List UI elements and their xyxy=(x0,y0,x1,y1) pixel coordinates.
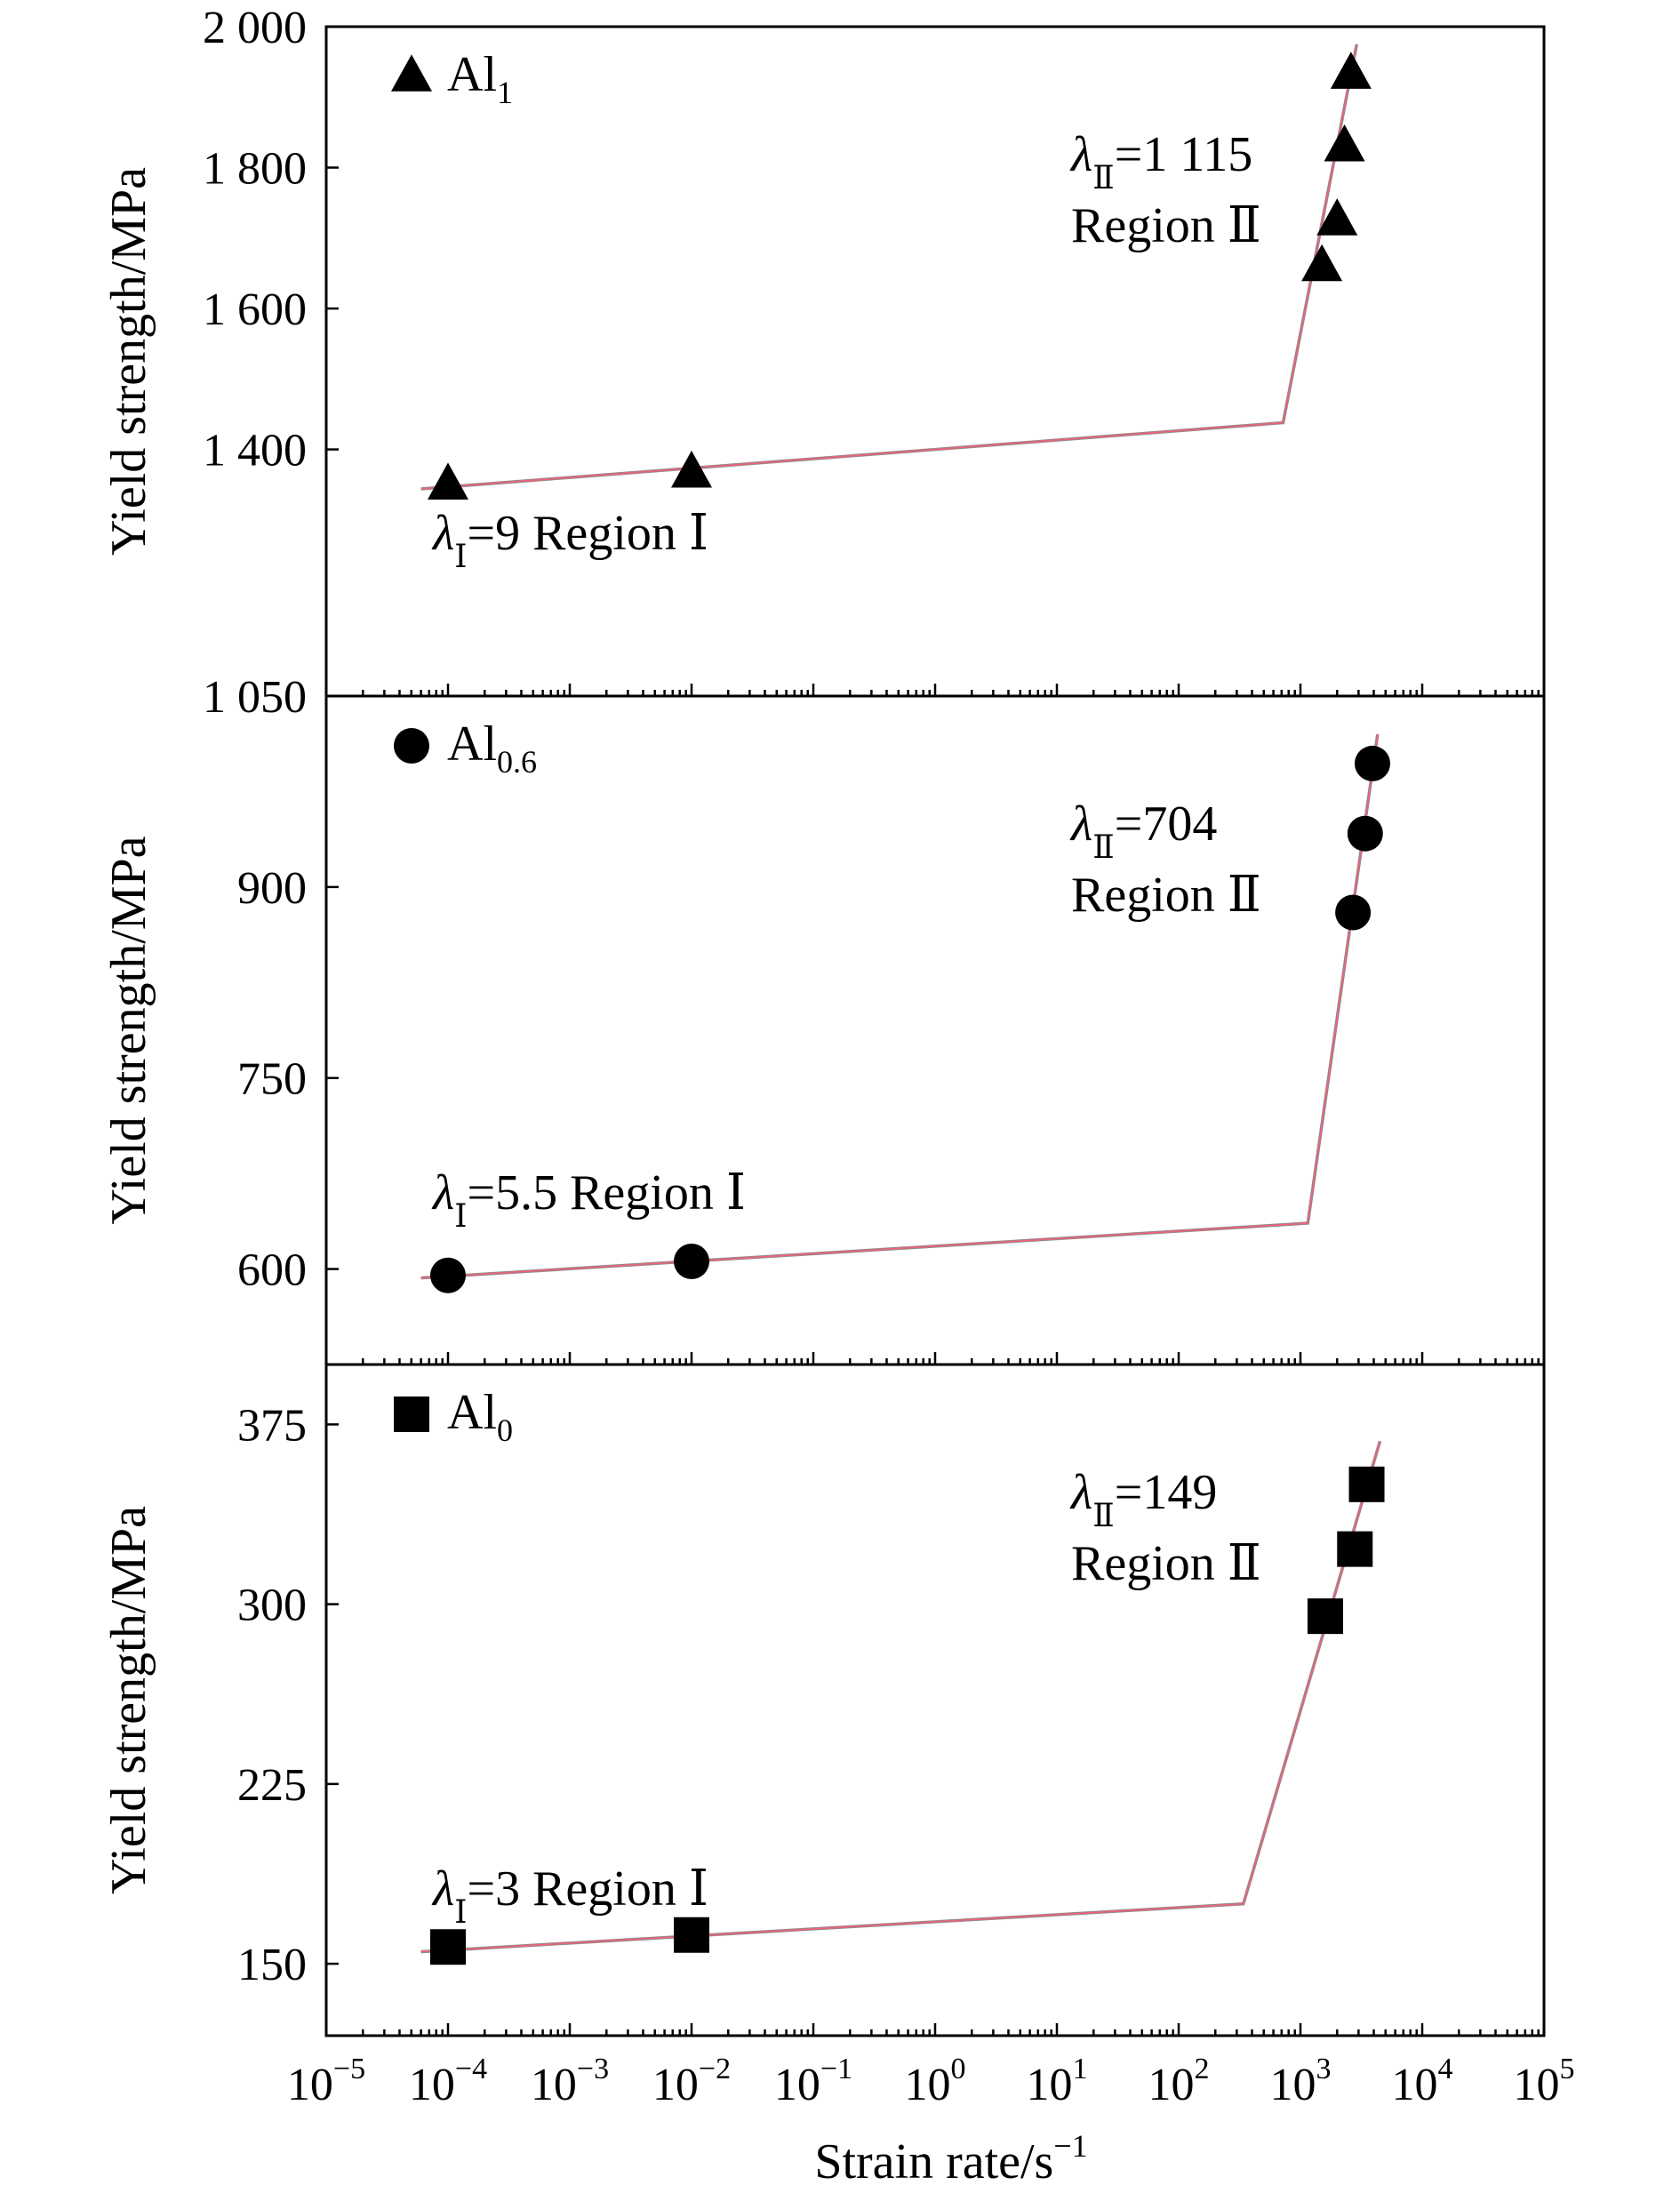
data-point xyxy=(1316,198,1358,236)
y-tick-label: 150 xyxy=(237,1940,307,1990)
y-tick-label: 300 xyxy=(237,1581,307,1631)
data-point xyxy=(1307,1598,1343,1635)
x-tick-label: 100 xyxy=(905,2053,966,2110)
y-tick-label: 600 xyxy=(237,1245,307,1296)
y-axis-label: Yield strength/MPa xyxy=(101,167,156,556)
y-tick-label: 2 000 xyxy=(203,3,307,53)
data-point xyxy=(1301,244,1343,282)
data-point xyxy=(430,1257,466,1293)
x-axis: 10−5 10−4 10−3 10−2 10−1 100 101 102 103 104 105 xyxy=(287,2053,1575,2110)
panel-1: 1 050 1 400 1 600 1 800 2 000 Yield strength/… xyxy=(101,3,1546,723)
panel-2: 600 750 900 Yield strength/MPa Al0.6 λⅠ=5.5 R… xyxy=(101,694,1546,1366)
chart-panels: 1 050 1 400 1 600 1 800 2 000 Yield strength/… xyxy=(101,3,1546,2037)
x-tick-label: 10−3 xyxy=(531,2053,609,2110)
y-axis-label: Yield strength/MPa xyxy=(101,836,156,1224)
region1-annotation: λⅠ=9 Region Ⅰ xyxy=(431,506,708,574)
y-tick-label: 375 xyxy=(237,1400,307,1451)
y-tick-label: 1 600 xyxy=(203,284,307,335)
data-point xyxy=(1347,815,1383,852)
panel-3: 150 225 300 375 Yield strength/MPa Al0 λⅠ=3 Re… xyxy=(101,1363,1546,2037)
x-tick-label: 10−1 xyxy=(774,2053,852,2110)
data-point xyxy=(1348,1466,1385,1502)
legend-marker xyxy=(394,728,429,764)
legend-label: Al0.6 xyxy=(447,716,537,780)
y-tick-label: 1 050 xyxy=(203,672,307,723)
panel-frame xyxy=(324,25,1546,698)
panel-frame xyxy=(324,1363,1546,2037)
fit-line-highlight xyxy=(420,44,1358,490)
data-point xyxy=(674,1243,709,1279)
data-point xyxy=(1324,124,1365,162)
data-point xyxy=(674,1917,709,1953)
legend-marker xyxy=(391,54,432,92)
data-point xyxy=(430,1929,466,1965)
x-tick-label: 104 xyxy=(1392,2053,1453,2110)
data-point xyxy=(1330,52,1372,89)
data-point xyxy=(1335,894,1372,931)
x-tick-label: 105 xyxy=(1514,2053,1575,2110)
region2-annotation: λⅡ=1 115 xyxy=(1069,127,1252,196)
x-tick-label: 102 xyxy=(1148,2053,1210,2110)
region1-annotation: λⅠ=5.5 Region Ⅰ xyxy=(431,1165,746,1234)
y-tick-label: 1 400 xyxy=(203,426,307,476)
x-tick-label: 10−2 xyxy=(652,2053,731,2110)
legend-label: Al0 xyxy=(447,1385,513,1448)
region2-annotation-line2: Region Ⅱ xyxy=(1071,868,1261,923)
fit-line xyxy=(420,44,1359,491)
x-tick-label: 103 xyxy=(1270,2053,1332,2110)
x-tick-label: 101 xyxy=(1027,2053,1088,2110)
legend-marker xyxy=(394,1397,429,1432)
x-tick-label: 10−4 xyxy=(409,2053,487,2110)
region1-annotation: λⅠ=3 Region Ⅰ xyxy=(431,1861,708,1930)
x-tick-label: 10−5 xyxy=(287,2053,365,2110)
y-tick-label: 750 xyxy=(237,1054,307,1105)
data-point xyxy=(1337,1531,1373,1567)
y-axis-label: Yield strength/MPa xyxy=(101,1506,156,1894)
y-tick-label: 1 800 xyxy=(203,144,307,195)
data-point xyxy=(1354,745,1390,781)
data-point xyxy=(671,450,712,488)
legend-label: Al1 xyxy=(447,47,513,110)
y-tick-label: 900 xyxy=(237,863,307,914)
region2-annotation: λⅡ=149 xyxy=(1069,1465,1217,1533)
data-point xyxy=(428,462,468,500)
region2-annotation: λⅡ=704 xyxy=(1069,796,1217,865)
y-tick-label: 225 xyxy=(237,1760,307,1811)
region2-annotation-line2: Region Ⅱ xyxy=(1071,198,1261,253)
region2-annotation-line2: Region Ⅱ xyxy=(1071,1536,1261,1591)
x-axis-label: Strain rate/s−1 xyxy=(814,2128,1087,2189)
panel-frame xyxy=(324,694,1546,1366)
